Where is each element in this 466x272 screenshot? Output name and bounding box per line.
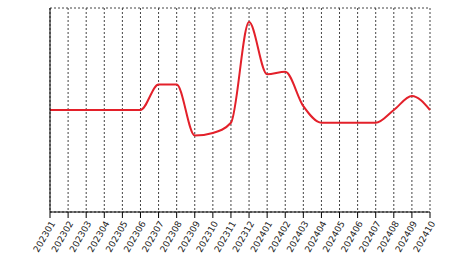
svg-text:202403: 202403 xyxy=(284,219,311,254)
svg-text:202402: 202402 xyxy=(266,219,293,254)
svg-text:202310: 202310 xyxy=(194,219,221,254)
svg-text:202309: 202309 xyxy=(176,219,202,254)
svg-text:202302: 202302 xyxy=(49,219,76,254)
svg-text:202307: 202307 xyxy=(140,219,166,254)
svg-text:202303: 202303 xyxy=(67,219,94,254)
svg-text:202401: 202401 xyxy=(248,219,275,254)
svg-text:202311: 202311 xyxy=(212,219,239,254)
svg-text:202301: 202301 xyxy=(31,219,58,254)
svg-text:202306: 202306 xyxy=(121,219,148,254)
svg-text:202405: 202405 xyxy=(320,219,347,254)
svg-text:202312: 202312 xyxy=(230,219,257,254)
svg-text:202407: 202407 xyxy=(357,219,383,254)
svg-text:202409: 202409 xyxy=(393,219,420,254)
svg-text:202404: 202404 xyxy=(302,219,329,254)
svg-text:202308: 202308 xyxy=(158,219,184,254)
svg-text:202304: 202304 xyxy=(85,219,112,254)
svg-text:202408: 202408 xyxy=(375,219,402,254)
svg-text:202410: 202410 xyxy=(411,219,437,254)
svg-text:202406: 202406 xyxy=(339,219,365,254)
svg-text:202305: 202305 xyxy=(103,219,130,254)
